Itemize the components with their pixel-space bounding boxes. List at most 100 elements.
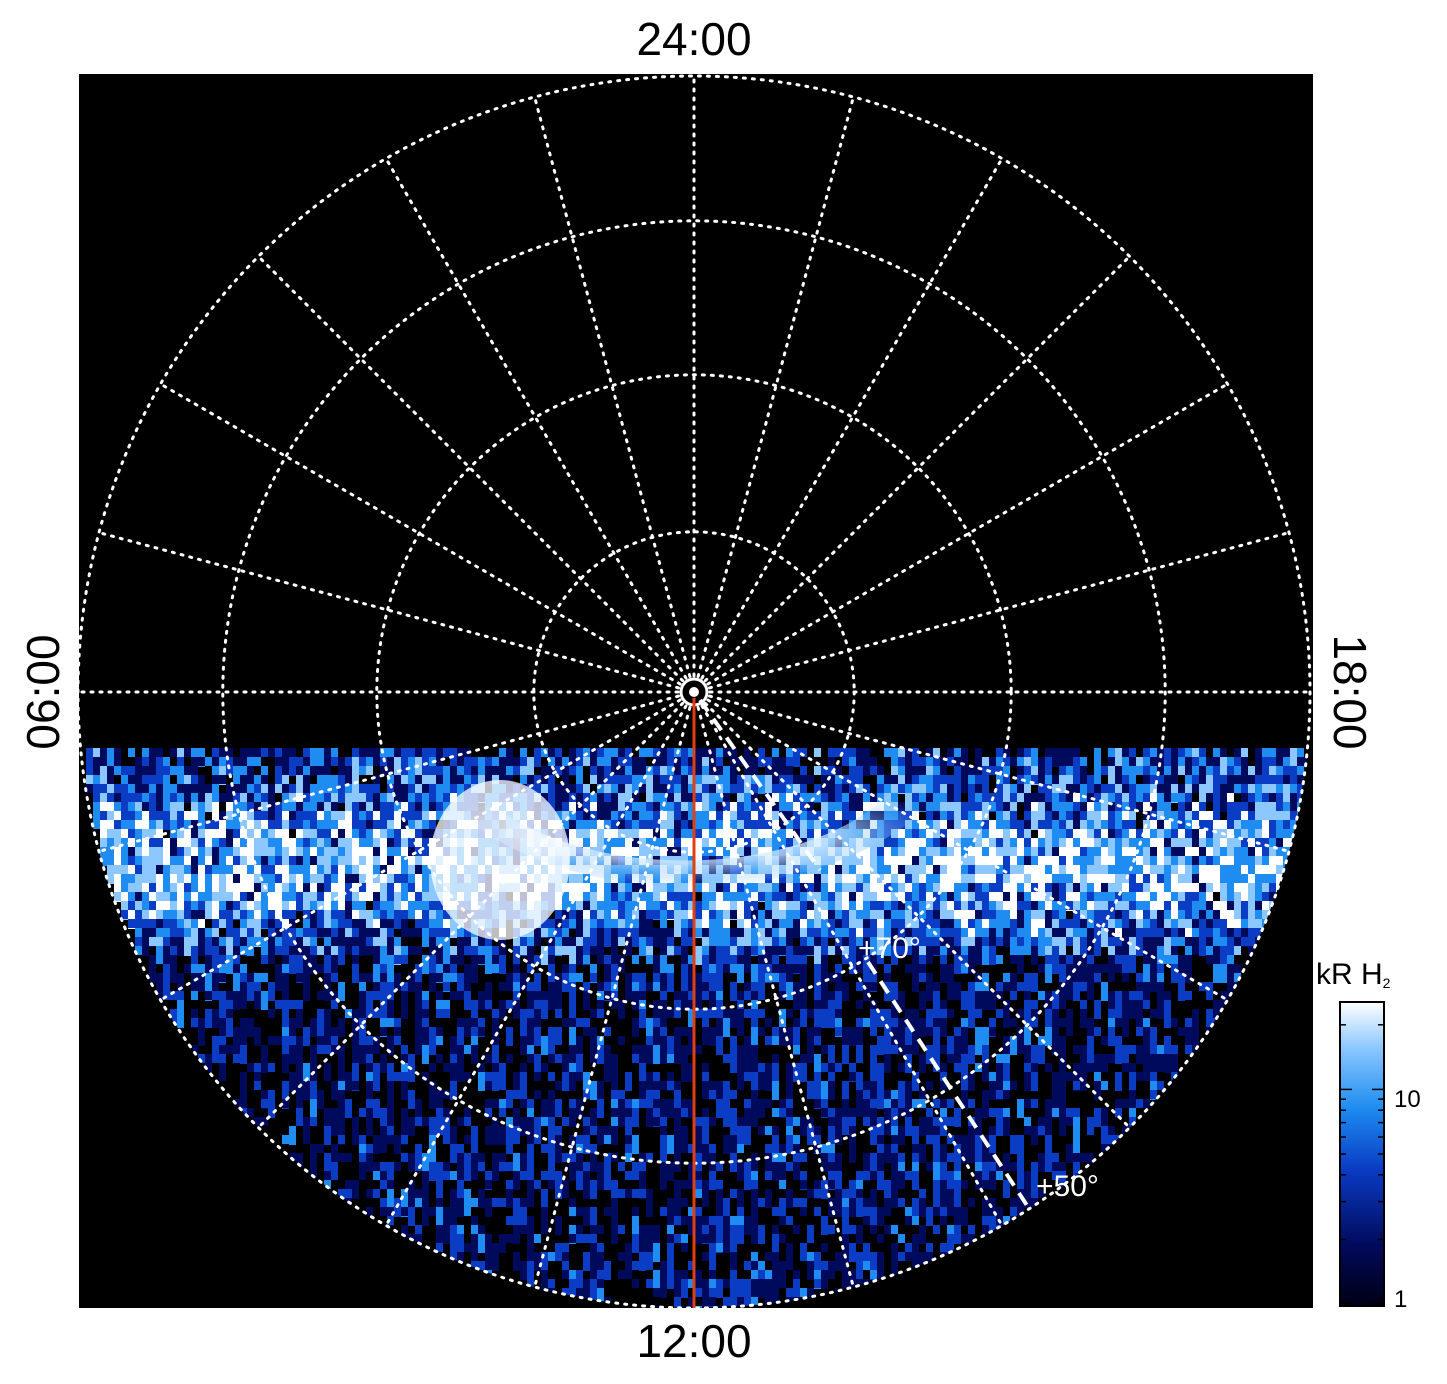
emission-pixel: [282, 901, 289, 910]
emission-pixel: [240, 775, 247, 784]
emission-pixel: [1122, 1063, 1129, 1072]
emission-pixel: [772, 748, 779, 757]
emission-pixel: [1122, 883, 1129, 892]
emission-pixel: [1248, 892, 1255, 901]
emission-pixel: [331, 784, 338, 793]
emission-pixel: [142, 865, 149, 874]
emission-pixel: [1157, 847, 1164, 856]
emission-pixel: [1269, 811, 1276, 820]
emission-pixel: [1164, 820, 1171, 829]
emission-pixel: [352, 1126, 359, 1145]
emission-pixel: [1178, 955, 1185, 974]
emission-pixel: [709, 919, 716, 928]
emission-pixel: [849, 874, 856, 883]
emission-pixel: [457, 748, 464, 767]
emission-pixel: [1052, 1072, 1059, 1081]
emission-pixel: [1150, 982, 1157, 991]
emission-pixel: [653, 883, 660, 892]
emission-pixel: [191, 847, 198, 856]
emission-pixel: [730, 820, 737, 829]
emission-pixel: [877, 892, 884, 901]
emission-pixel: [891, 748, 898, 757]
emission-pixel: [135, 793, 142, 802]
emission-pixel: [548, 1090, 555, 1109]
emission-pixel: [933, 946, 940, 955]
emission-pixel: [1143, 829, 1150, 838]
emission-pixel: [1003, 811, 1010, 820]
emission-pixel: [1045, 1027, 1052, 1046]
emission-pixel: [268, 928, 275, 937]
emission-pixel: [527, 1045, 534, 1054]
emission-pixel: [254, 793, 261, 802]
emission-pixel: [352, 883, 359, 892]
emission-pixel: [982, 919, 989, 928]
emission-pixel: [1143, 1099, 1150, 1108]
emission-pixel: [373, 847, 380, 856]
emission-pixel: [1213, 910, 1220, 919]
emission-pixel: [863, 1018, 870, 1027]
emission-pixel: [1164, 1036, 1171, 1055]
emission-pixel: [520, 1081, 527, 1100]
emission-pixel: [961, 1036, 968, 1045]
emission-pixel: [317, 910, 324, 919]
emission-pixel: [975, 838, 982, 847]
emission-pixel: [1108, 1054, 1115, 1063]
emission-pixel: [1052, 811, 1059, 820]
emission-pixel: [268, 802, 275, 821]
emission-pixel: [1213, 874, 1220, 883]
emission-pixel: [1206, 766, 1213, 775]
emission-pixel: [177, 1000, 184, 1009]
emission-pixel: [436, 937, 443, 946]
emission-pixel: [1059, 874, 1066, 883]
emission-pixel: [702, 955, 709, 964]
emission-pixel: [723, 784, 730, 793]
emission-pixel: [996, 928, 1003, 937]
emission-pixel: [1059, 829, 1066, 838]
emission-pixel: [940, 856, 947, 865]
emission-pixel: [1164, 1054, 1171, 1073]
emission-pixel: [709, 964, 716, 973]
emission-pixel: [681, 1027, 688, 1036]
emission-pixel: [583, 883, 590, 892]
emission-pixel: [408, 829, 415, 838]
emission-pixel: [121, 892, 128, 901]
emission-pixel: [240, 766, 247, 775]
emission-pixel: [303, 775, 310, 784]
emission-pixel: [842, 1081, 849, 1100]
emission-pixel: [205, 757, 212, 766]
emission-pixel: [1129, 784, 1136, 793]
emission-pixel: [611, 820, 618, 829]
emission-pixel: [380, 847, 387, 856]
emission-pixel: [590, 1009, 597, 1018]
emission-pixel: [1080, 802, 1087, 811]
emission-pixel: [877, 1063, 884, 1072]
emission-pixel: [828, 865, 835, 874]
emission-pixel: [1087, 982, 1094, 991]
emission-pixel: [226, 1018, 233, 1037]
emission-pixel: [674, 784, 681, 793]
emission-pixel: [975, 937, 982, 946]
emission-pixel: [1045, 1063, 1052, 1072]
emission-pixel: [359, 1045, 366, 1064]
emission-pixel: [233, 1036, 240, 1055]
emission-pixel: [282, 1036, 289, 1055]
emission-pixel: [1080, 856, 1087, 865]
emission-pixel: [744, 793, 751, 802]
emission-pixel: [331, 910, 338, 919]
emission-pixel: [723, 1054, 730, 1063]
emission-pixel: [170, 937, 177, 946]
emission-pixel: [289, 811, 296, 820]
emission-pixel: [1038, 892, 1045, 901]
emission-pixel: [1269, 757, 1276, 766]
emission-pixel: [1185, 1027, 1192, 1046]
emission-pixel: [583, 811, 590, 820]
emission-pixel: [394, 973, 401, 982]
emission-pixel: [1003, 784, 1010, 803]
emission-pixel: [1255, 766, 1262, 775]
emission-pixel: [373, 784, 380, 793]
emission-pixel: [618, 838, 625, 847]
emission-pixel: [1269, 766, 1276, 775]
emission-pixel: [870, 757, 877, 766]
emission-pixel: [611, 1108, 618, 1117]
emission-pixel: [828, 1072, 835, 1081]
